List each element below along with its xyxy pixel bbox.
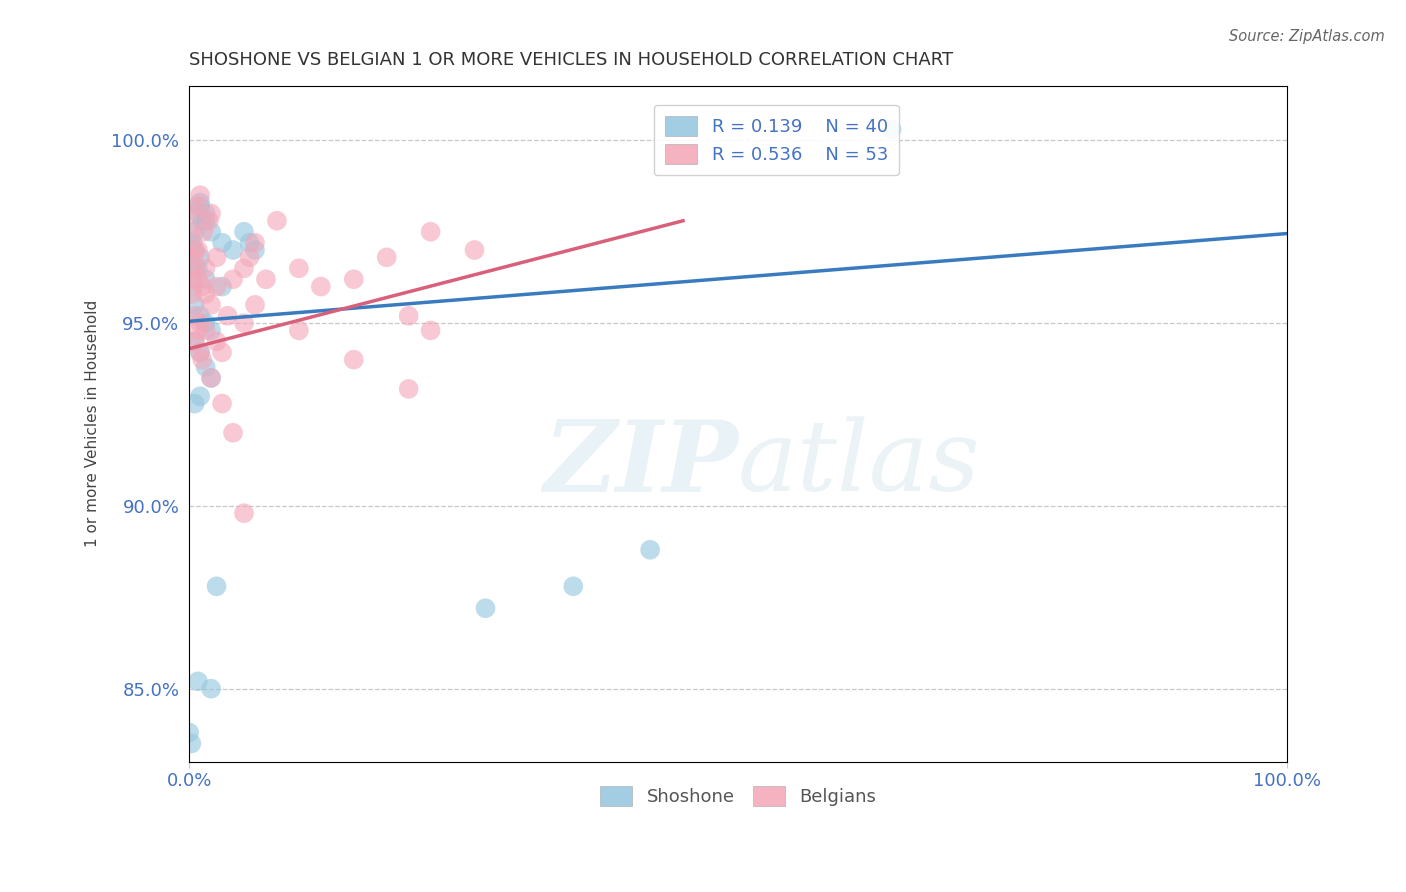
Text: Source: ZipAtlas.com: Source: ZipAtlas.com <box>1229 29 1385 44</box>
Point <box>266 213 288 227</box>
Point <box>183 206 205 220</box>
Point <box>211 396 233 410</box>
Point <box>183 225 205 239</box>
Point <box>194 261 217 276</box>
Point <box>181 272 204 286</box>
Point <box>222 272 245 286</box>
Point <box>375 250 398 264</box>
Point <box>180 225 202 239</box>
Point <box>243 298 266 312</box>
Point <box>191 279 214 293</box>
Point <box>205 250 228 264</box>
Text: ZIP: ZIP <box>543 416 738 513</box>
Point <box>188 345 211 359</box>
Point <box>343 352 366 367</box>
Point <box>188 309 211 323</box>
Point <box>238 235 260 250</box>
Point <box>194 272 217 286</box>
Point <box>188 195 211 210</box>
Point <box>187 243 209 257</box>
Point <box>343 272 366 286</box>
Point <box>205 334 228 349</box>
Point <box>191 352 214 367</box>
Point <box>187 674 209 689</box>
Point <box>205 279 228 293</box>
Point <box>463 243 485 257</box>
Point <box>183 243 205 257</box>
Point <box>211 279 233 293</box>
Point <box>191 213 214 227</box>
Point <box>562 579 585 593</box>
Point <box>238 250 260 264</box>
Point <box>181 279 204 293</box>
Point <box>233 316 256 330</box>
Point <box>222 243 245 257</box>
Point <box>179 725 201 739</box>
Point <box>211 235 233 250</box>
Point <box>194 206 217 220</box>
Point <box>205 579 228 593</box>
Point <box>183 261 205 276</box>
Point <box>200 371 222 385</box>
Point <box>183 298 205 312</box>
Point <box>188 345 211 359</box>
Point <box>233 506 256 520</box>
Point <box>288 261 311 276</box>
Point <box>398 382 420 396</box>
Point <box>200 323 222 337</box>
Point <box>194 286 217 301</box>
Point <box>254 272 277 286</box>
Point <box>194 359 217 374</box>
Point <box>233 225 256 239</box>
Point <box>200 298 222 312</box>
Text: SHOSHONE VS BELGIAN 1 OR MORE VEHICLES IN HOUSEHOLD CORRELATION CHART: SHOSHONE VS BELGIAN 1 OR MORE VEHICLES I… <box>190 51 953 69</box>
Point <box>309 279 332 293</box>
Point <box>880 122 903 136</box>
Point <box>187 272 209 286</box>
Point <box>200 371 222 385</box>
Point <box>194 316 217 330</box>
Point <box>183 309 205 323</box>
Point <box>211 345 233 359</box>
Point <box>200 206 222 220</box>
Point <box>194 213 217 227</box>
Point <box>419 225 441 239</box>
Point <box>188 316 211 330</box>
Point <box>200 681 222 696</box>
Point <box>200 225 222 239</box>
Point <box>187 323 209 337</box>
Point <box>222 425 245 440</box>
Text: atlas: atlas <box>738 417 980 512</box>
Point <box>187 261 209 276</box>
Point <box>188 199 211 213</box>
Point <box>398 309 420 323</box>
Point <box>188 389 211 403</box>
Point <box>243 235 266 250</box>
Point <box>474 601 496 615</box>
Point <box>193 225 215 239</box>
Point <box>180 737 202 751</box>
Point <box>181 235 204 250</box>
Point <box>186 199 208 213</box>
Point <box>181 250 204 264</box>
Point <box>198 213 221 227</box>
Point <box>183 396 205 410</box>
Point <box>288 323 311 337</box>
Point <box>194 323 217 337</box>
Point <box>233 261 256 276</box>
Point <box>188 188 211 202</box>
Point <box>183 334 205 349</box>
Point <box>638 542 661 557</box>
Point <box>183 334 205 349</box>
Y-axis label: 1 or more Vehicles in Household: 1 or more Vehicles in Household <box>86 300 100 548</box>
Point <box>419 323 441 337</box>
Point <box>181 286 204 301</box>
Point <box>188 250 211 264</box>
Point <box>183 261 205 276</box>
Point <box>183 243 205 257</box>
Point <box>243 243 266 257</box>
Point <box>187 206 209 220</box>
Point <box>217 309 239 323</box>
Legend: Shoshone, Belgians: Shoshone, Belgians <box>592 779 883 814</box>
